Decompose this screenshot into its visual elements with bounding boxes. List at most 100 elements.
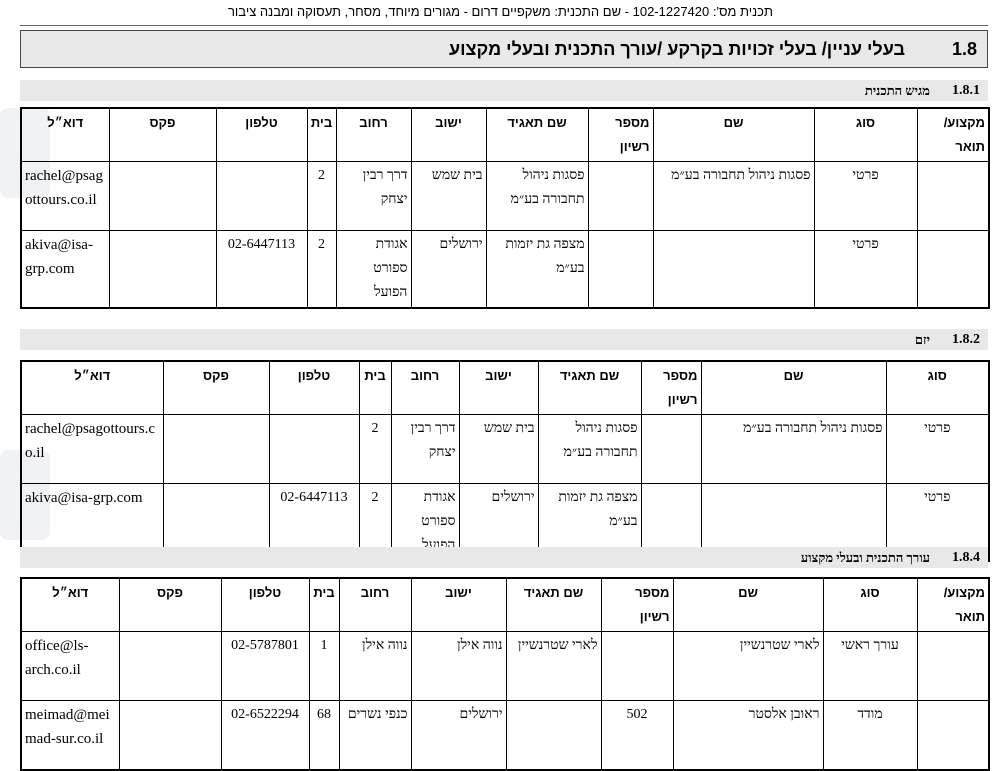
subsection-number: 1.8.4	[952, 549, 980, 565]
stakeholders-table: סוג שם מספר רשיון שם תאגיד ישוב רחוב בית טלפון פ…	[20, 360, 990, 562]
table-cell	[587, 230, 654, 309]
table-cell: פסגות ניהול תחבורה בע״מ	[700, 414, 887, 484]
column-header: דוא״ל	[20, 360, 164, 415]
table-cell: 2	[306, 230, 337, 309]
column-header: ישוב	[410, 577, 507, 632]
table-cell[interactable]: rachel@psagottours.co.il	[20, 161, 110, 231]
subsection-heading: 1.8.4 עורך התכנית ובעלי מקצוע	[20, 547, 988, 568]
table-cell: 02-6447113	[215, 230, 308, 309]
table-header-row: מקצוע/ תואר סוג שם מספר רשיון שם תאגיד ישוב רח…	[20, 107, 990, 162]
table-cell: מודד	[822, 700, 918, 771]
section-number: 1.8	[951, 38, 977, 59]
column-header: ישוב	[410, 107, 487, 162]
column-header: רחוב	[335, 107, 412, 162]
stakeholders-table: מקצוע/ תואר סוג שם מספר רשיון שם תאגיד ישוב רח…	[20, 577, 990, 771]
table-row: עורך ראשי לארי שטרנשיין לארי שטרנשיין נווה …	[20, 631, 990, 701]
subsection-title: עורך התכנית ובעלי מקצוע	[800, 549, 930, 565]
table-cell: פסגות ניהול תחבורה בע״מ	[485, 161, 589, 231]
column-header: דוא״ל	[20, 577, 120, 632]
table-cell: דרך רבין יצחק	[390, 414, 460, 484]
table-cell: בית שמש	[458, 414, 539, 484]
column-header: שם תאגיד	[537, 360, 642, 415]
subsection-heading: 1.8.1 מגיש התכנית	[20, 80, 988, 101]
column-header: בית	[306, 107, 337, 162]
table-cell[interactable]: office@ls-arch.co.il	[20, 631, 120, 701]
column-header: שם תאגיד	[485, 107, 589, 162]
column-header: בית	[358, 360, 392, 415]
table-cell	[916, 161, 990, 231]
table-cell: 02-5787801	[220, 631, 310, 701]
column-header: טלפון	[215, 107, 308, 162]
section-title: בעלי עניין/ בעלי זכויות בקרקע /עורך התכנ…	[449, 38, 905, 59]
table-row: מודד ראובן אלסטר 502 ירושלים כנפי נשרים 68 02-…	[20, 700, 990, 771]
table-cell	[268, 414, 360, 484]
subsection-heading: 1.8.2 יזם	[20, 329, 988, 350]
column-header: מקצוע/ תואר	[916, 107, 990, 162]
table-cell: 1	[308, 631, 340, 701]
column-header: סוג	[885, 360, 990, 415]
column-header: טלפון	[220, 577, 310, 632]
table-cell: פרטי	[885, 414, 990, 484]
table-row: פרטי פסגות ניהול תחבורה בע״מ פסגות ניהול ת…	[20, 161, 990, 231]
subsection-number: 1.8.2	[952, 331, 980, 347]
table-cell: ירושלים	[410, 230, 487, 309]
plan-header-line: תכנית מס': 102-1227420 - שם התכנית: משקפ…	[227, 4, 773, 19]
table-cell: דרך רבין יצחק	[335, 161, 412, 231]
table-cell: לארי שטרנשיין	[505, 631, 602, 701]
table-cell: 502	[600, 700, 674, 771]
table-cell: עורך ראשי	[822, 631, 918, 701]
table-cell	[505, 700, 602, 771]
table-cell: בית שמש	[410, 161, 487, 231]
column-header: דוא״ל	[20, 107, 110, 162]
column-header: ישוב	[458, 360, 539, 415]
table-cell	[640, 414, 702, 484]
column-header: סוג	[813, 107, 918, 162]
table-cell	[162, 414, 270, 484]
stakeholders-table: מקצוע/ תואר סוג שם מספר רשיון שם תאגיד ישוב רח…	[20, 107, 990, 309]
table-cell: כנפי נשרים	[338, 700, 412, 771]
table-cell: פסגות ניהול תחבורה בע״מ	[652, 161, 815, 231]
table-cell: נווה אילן	[338, 631, 412, 701]
table-cell	[587, 161, 654, 231]
table-cell	[916, 230, 990, 309]
table-cell: לארי שטרנשיין	[672, 631, 824, 701]
column-header: מספר רשיון	[600, 577, 674, 632]
table-cell[interactable]: akiva@isa-grp.com	[20, 230, 110, 309]
table-row: פרטי מצפה גת יזמות בע״מ ירושלים אגודת ספורט…	[20, 230, 990, 309]
column-header: סוג	[822, 577, 918, 632]
column-header: שם תאגיד	[505, 577, 602, 632]
table-cell	[600, 631, 674, 701]
table-header-row: סוג שם מספר רשיון שם תאגיד ישוב רחוב בית טלפון פ…	[20, 360, 990, 415]
column-header: מספר רשיון	[640, 360, 702, 415]
column-header: פקס	[118, 577, 222, 632]
table-cell[interactable]: meimad@meimad-sur.co.il	[20, 700, 120, 771]
subsection-title: יזם	[914, 331, 930, 347]
table-cell: פסגות ניהול תחבורה בע״מ	[537, 414, 642, 484]
table-cell: 2	[358, 414, 392, 484]
column-header: רחוב	[338, 577, 412, 632]
table-cell	[108, 161, 217, 231]
table-cell: פרטי	[813, 161, 918, 231]
table-cell	[916, 631, 990, 701]
table-cell: פרטי	[813, 230, 918, 309]
column-header: שם	[672, 577, 824, 632]
table-cell: ירושלים	[410, 700, 507, 771]
table-row: פרטי פסגות ניהול תחבורה בע״מ פסגות ניהול ת…	[20, 414, 990, 484]
table-cell	[916, 700, 990, 771]
header-divider	[20, 25, 988, 26]
table-cell: 2	[306, 161, 337, 231]
table-cell	[652, 230, 815, 309]
table-cell: 02-6522294	[220, 700, 310, 771]
table-cell[interactable]: rachel@psagottours.co.il	[20, 414, 164, 484]
column-header: שם	[652, 107, 815, 162]
table-cell: אגודת ספורט הפועל	[335, 230, 412, 309]
column-header: שם	[700, 360, 887, 415]
table-cell	[108, 230, 217, 309]
column-header: מספר רשיון	[587, 107, 654, 162]
table-cell: ראובן אלסטר	[672, 700, 824, 771]
section-heading: 1.8 בעלי עניין/ בעלי זכויות בקרקע /עורך …	[20, 30, 988, 68]
table-cell: 68	[308, 700, 340, 771]
subsection-number: 1.8.1	[952, 82, 980, 98]
table-cell	[118, 631, 222, 701]
column-header: פקס	[108, 107, 217, 162]
